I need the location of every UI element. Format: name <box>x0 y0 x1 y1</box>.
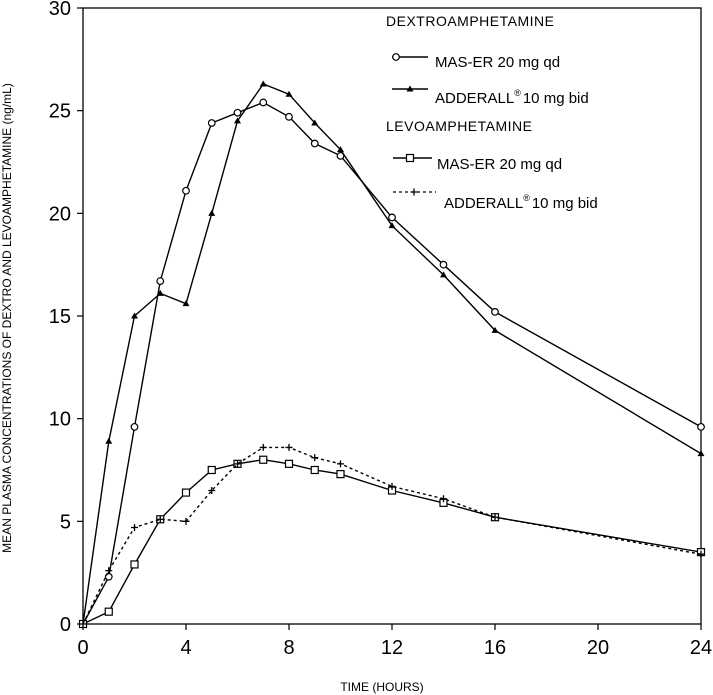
series-layer <box>78 80 706 629</box>
series-2 <box>79 80 705 627</box>
legend-group-levo: LEVOAMPHETAMINE <box>386 118 533 134</box>
legend-dextro-adderall-dose: 10 mg bid <box>523 90 589 107</box>
data-point-triangle <box>234 117 241 124</box>
data-point-triangle <box>697 450 705 457</box>
x-axis: 0 4 8 12 16 20 24 <box>77 624 712 659</box>
data-point-circle <box>156 277 165 285</box>
data-point-plus <box>491 513 499 521</box>
legend-label-dextro-adderall: ADDERALL® 10 mg bid <box>435 88 589 107</box>
data-point-plus <box>440 495 447 503</box>
legend-dextro-adderall-sup: ® <box>514 88 521 98</box>
data-point-plus <box>285 443 293 451</box>
data-point-triangle <box>156 289 164 296</box>
x-tick-label: 0 <box>77 637 88 659</box>
y-tick-label: 10 <box>49 409 71 431</box>
y-tick-label: 5 <box>60 511 71 533</box>
data-point-square <box>310 465 319 475</box>
data-point-circle <box>697 422 705 431</box>
data-point-plus <box>697 550 705 558</box>
data-point-triangle <box>259 80 267 87</box>
y-tick-label: 25 <box>49 101 71 123</box>
data-point-plus <box>311 454 319 462</box>
y-tick-label: 20 <box>49 203 71 225</box>
data-point-triangle <box>311 119 319 126</box>
data-point-square <box>207 465 216 475</box>
data-point-triangle <box>388 222 396 229</box>
x-tick-label: 24 <box>690 637 712 659</box>
data-point-square <box>336 470 345 479</box>
data-point-plus <box>79 620 87 628</box>
legend-item-levo-maser: MAS-ER 20 mg qd <box>393 153 562 173</box>
legend-item-levo-adderall: ADDERALL® 10 mg bid <box>393 188 598 212</box>
legend-group-dextro: DEXTROAMPHETAMINE <box>386 13 554 29</box>
legend-plus-marker <box>410 188 418 196</box>
data-point-circle <box>130 422 139 431</box>
legend-levo-adderall-sup: ® <box>523 193 530 203</box>
x-tick-label: 12 <box>381 637 403 659</box>
data-point-circle <box>388 213 396 222</box>
data-point-circle <box>233 108 242 117</box>
data-point-triangle <box>440 271 447 278</box>
legend-square-marker <box>405 153 415 163</box>
series-1 <box>79 98 705 628</box>
data-point-circle <box>491 307 499 316</box>
data-point-triangle <box>491 326 499 333</box>
legend: DEXTROAMPHETAMINE MAS-ER 20 mg qd ADDERA… <box>386 13 598 212</box>
legend-circle-marker <box>392 53 400 61</box>
legend-triangle-marker <box>406 85 414 92</box>
data-point-plus <box>234 460 241 468</box>
legend-dextro-adderall-name: ADDERALL <box>435 90 514 107</box>
data-point-triangle <box>182 300 190 307</box>
y-tick-label: 0 <box>60 614 71 636</box>
data-point-square <box>104 607 113 616</box>
legend-label-levo-adderall: ADDERALL® 10 mg bid <box>444 193 598 212</box>
data-point-circle <box>336 151 345 160</box>
y-tick-label: 30 <box>49 0 71 20</box>
data-point-triangle <box>285 90 293 97</box>
data-point-circle <box>207 119 216 127</box>
data-point-plus <box>131 523 138 531</box>
data-point-plus <box>105 567 113 575</box>
data-point-circle <box>259 98 268 107</box>
data-point-square <box>259 455 268 464</box>
y-tick-label: 15 <box>49 306 71 328</box>
data-point-plus <box>156 515 164 523</box>
x-tick-label: 4 <box>180 637 191 659</box>
x-tick-label: 16 <box>484 637 506 659</box>
data-point-plus <box>182 517 190 525</box>
y-axis: 0 5 10 15 20 25 30 <box>49 0 83 636</box>
data-point-plus <box>208 487 216 495</box>
data-point-triangle <box>208 209 216 216</box>
data-point-circle <box>285 112 293 121</box>
data-point-circle <box>182 186 190 195</box>
data-point-triangle <box>337 146 344 153</box>
y-axis-title: MEAN PLASMA CONCENTRATIONS OF DEXTRO AND… <box>0 83 14 553</box>
legend-label-levo-maser: MAS-ER 20 mg qd <box>437 156 562 173</box>
data-point-square <box>181 488 191 497</box>
data-point-circle <box>310 139 319 148</box>
series-line <box>82 101 702 625</box>
data-point-square <box>284 459 294 468</box>
plot-border <box>82 7 702 625</box>
data-point-triangle <box>131 312 138 319</box>
legend-levo-adderall-name: ADDERALL <box>444 195 523 212</box>
x-axis-title: TIME (HOURS) <box>340 680 423 694</box>
x-tick-label: 20 <box>587 637 609 659</box>
series-3 <box>78 455 706 629</box>
data-point-circle <box>439 260 448 269</box>
data-point-plus <box>337 460 344 468</box>
data-point-square <box>130 560 139 569</box>
data-point-plus <box>388 482 396 490</box>
legend-label-dextro-maser: MAS-ER 20 mg qd <box>435 54 560 71</box>
series-4 <box>79 443 705 628</box>
legend-item-dextro-maser: MAS-ER 20 mg qd <box>392 53 560 71</box>
legend-levo-adderall-dose: 10 mg bid <box>532 195 598 212</box>
data-point-plus <box>259 443 267 451</box>
legend-item-dextro-adderall: ADDERALL® 10 mg bid <box>392 85 589 107</box>
plot-frame <box>82 7 702 625</box>
series-line <box>82 83 702 625</box>
data-point-triangle <box>105 437 113 444</box>
x-tick-label: 8 <box>283 637 294 659</box>
